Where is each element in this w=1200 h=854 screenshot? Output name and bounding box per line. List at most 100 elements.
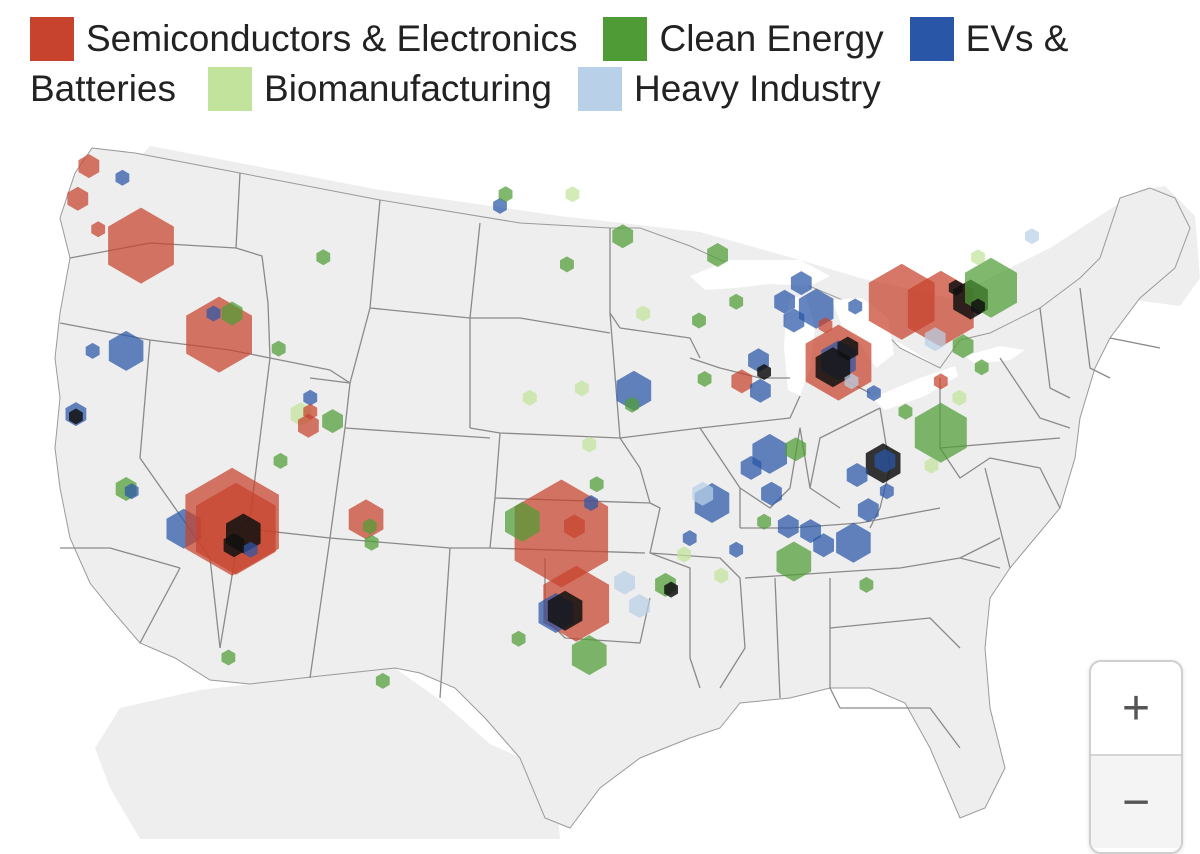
site-marker-semi[interactable] [78, 154, 100, 179]
site-marker-dark[interactable] [223, 533, 245, 558]
site-marker-clean[interactable] [859, 576, 874, 593]
site-marker-clean[interactable] [589, 476, 604, 493]
site-marker-ev[interactable] [813, 533, 834, 558]
site-marker-heavy[interactable] [1025, 228, 1039, 245]
site-marker-clean[interactable] [364, 534, 379, 551]
site-marker-ev[interactable] [303, 389, 318, 406]
site-marker-bio[interactable] [714, 567, 729, 584]
legend-label-evs: EVs & [965, 18, 1069, 59]
site-marker-clean[interactable] [511, 630, 526, 647]
site-marker-clean[interactable] [316, 249, 331, 266]
site-marker-ev[interactable] [800, 519, 821, 544]
site-marker-dark[interactable] [948, 279, 963, 296]
site-marker-semi[interactable] [67, 186, 89, 211]
site-marker-ev[interactable] [836, 522, 871, 563]
site-marker-ev[interactable] [874, 448, 896, 473]
site-marker-ev[interactable] [85, 342, 100, 359]
site-marker-semi[interactable] [731, 369, 753, 394]
site-marker-clean[interactable] [375, 672, 390, 689]
us-map[interactable] [0, 128, 1200, 839]
site-marker-ev[interactable] [115, 169, 130, 186]
site-marker-clean[interactable] [707, 243, 728, 267]
site-marker-heavy[interactable] [614, 570, 635, 595]
site-marker-semi[interactable] [818, 317, 833, 334]
site-marker-clean[interactable] [221, 301, 243, 326]
site-marker-clean[interactable] [221, 649, 236, 666]
site-marker-ev[interactable] [846, 463, 868, 487]
site-marker-dark[interactable] [547, 590, 583, 631]
site-marker-ev[interactable] [783, 308, 805, 333]
site-marker-dark[interactable] [815, 347, 851, 388]
site-marker-bio[interactable] [971, 249, 985, 266]
site-marker-clean[interactable] [322, 409, 343, 434]
site-marker-semi[interactable] [933, 373, 948, 390]
site-marker-dark[interactable] [971, 298, 985, 315]
site-marker-ev[interactable] [616, 370, 652, 411]
site-marker-clean[interactable] [785, 437, 807, 462]
site-marker-clean[interactable] [498, 186, 513, 203]
site-marker-dark[interactable] [837, 336, 859, 361]
site-marker-clean[interactable] [914, 402, 967, 463]
site-marker-ev[interactable] [866, 385, 881, 402]
site-marker-bio[interactable] [924, 457, 939, 474]
site-marker-ev[interactable] [584, 495, 598, 511]
lake-ontario [965, 346, 1025, 364]
site-marker-clean[interactable] [898, 403, 913, 420]
site-marker-clean[interactable] [362, 518, 377, 535]
site-marker-ev[interactable] [108, 330, 144, 371]
site-marker-ev[interactable] [243, 541, 258, 558]
site-marker-clean[interactable] [952, 334, 974, 359]
site-marker-heavy[interactable] [844, 373, 859, 390]
site-marker-clean[interactable] [571, 635, 607, 676]
site-marker-ev[interactable] [729, 541, 744, 558]
site-marker-clean[interactable] [612, 224, 634, 249]
site-marker-ev[interactable] [740, 455, 762, 480]
site-marker-ev[interactable] [493, 197, 507, 214]
site-marker-clean[interactable] [271, 340, 286, 357]
site-marker-semi[interactable] [564, 514, 585, 539]
site-marker-ev[interactable] [879, 483, 894, 500]
site-marker-ev[interactable] [750, 378, 771, 403]
site-marker-heavy[interactable] [924, 327, 946, 352]
site-marker-ev[interactable] [857, 498, 879, 523]
legend: Semiconductors & Electronics Clean Energ… [30, 14, 1180, 114]
site-marker-clean[interactable] [729, 293, 744, 310]
site-marker-ev[interactable] [206, 305, 221, 322]
site-marker-bio[interactable] [565, 186, 580, 203]
site-marker-clean[interactable] [273, 452, 288, 469]
site-marker-clean[interactable] [974, 359, 989, 376]
site-marker-bio[interactable] [574, 380, 589, 397]
site-marker-ev[interactable] [848, 298, 863, 315]
site-marker-semi[interactable] [298, 413, 319, 438]
site-marker-clean[interactable] [757, 513, 771, 530]
site-marker-bio[interactable] [677, 546, 691, 563]
site-marker-ev[interactable] [761, 481, 782, 506]
site-marker-clean[interactable] [560, 256, 574, 273]
legend-swatch-clean-energy [603, 17, 648, 61]
site-marker-ev[interactable] [777, 514, 799, 539]
site-marker-dark[interactable] [69, 408, 83, 425]
site-marker-dark[interactable] [664, 581, 678, 598]
site-marker-bio[interactable] [952, 389, 967, 406]
site-marker-dark[interactable] [757, 364, 771, 380]
site-marker-ev[interactable] [682, 530, 697, 547]
site-marker-bio[interactable] [522, 389, 537, 406]
site-marker-bio[interactable] [582, 436, 597, 453]
site-marker-semi[interactable] [91, 221, 106, 238]
mexico-landmass [95, 668, 560, 839]
site-marker-heavy[interactable] [692, 481, 714, 506]
site-marker-clean[interactable] [625, 396, 639, 413]
site-marker-bio[interactable] [636, 305, 651, 322]
site-marker-ev[interactable] [124, 483, 139, 500]
site-marker-clean[interactable] [697, 371, 712, 387]
site-marker-ev[interactable] [774, 289, 795, 314]
site-marker-ev[interactable] [790, 271, 812, 296]
site-marker-semi[interactable] [108, 207, 174, 284]
zoom-out-button[interactable]: − [1091, 756, 1181, 848]
site-marker-heavy[interactable] [629, 594, 650, 618]
site-marker-clean[interactable] [505, 501, 540, 542]
zoom-in-button[interactable]: + [1091, 662, 1181, 756]
site-marker-clean[interactable] [776, 541, 812, 582]
site-marker-clean[interactable] [692, 312, 706, 329]
legend-label-semiconductors: Semiconductors & Electronics [86, 18, 578, 59]
